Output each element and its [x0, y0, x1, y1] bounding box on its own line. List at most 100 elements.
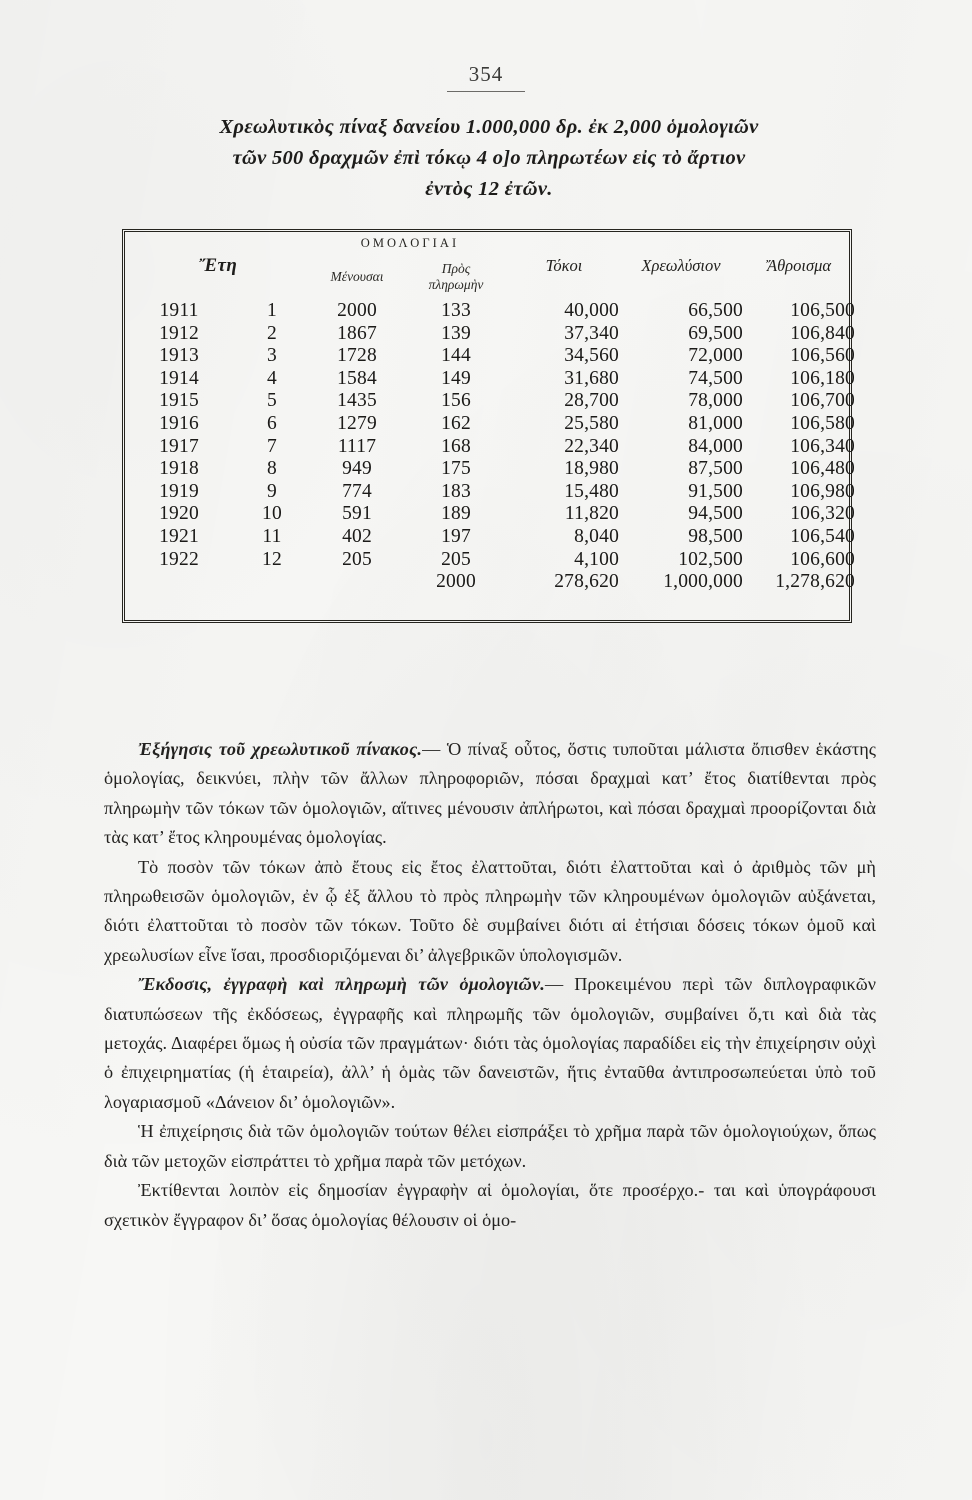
cell-interest: 8,040 — [574, 525, 620, 547]
cell-remaining: 1867 — [337, 322, 377, 344]
cell-year: 1916 — [159, 412, 199, 434]
cell-remaining: 402 — [342, 525, 372, 547]
paragraph-interest-decline: Τὸ ποσὸν τῶν τόκων ἀπὸ ἔτους εἰς ἔτος ἐλ… — [104, 853, 876, 971]
cell-amortization: 78,000 — [688, 390, 744, 412]
cell-remaining: 1584 — [337, 367, 377, 389]
cell-amortization: 102,500 — [678, 548, 744, 570]
table-row: 1919 9 774 183 15,480 91,500 106,980 — [125, 481, 855, 504]
runhead-explanation: Ἐξήγησις τοῦ χρεωλυτικοῦ πίνακος. — [138, 739, 423, 759]
cell-interest: 22,340 — [564, 435, 620, 457]
cell-total: 106,600 — [790, 548, 856, 570]
paragraph-collection-text: Ἡ ἐπιχείρησις διὰ τῶν ὁμολογιῶν τούτων θ… — [104, 1121, 876, 1171]
col-header-remaining: Μένουσαι — [330, 269, 384, 284]
cell-interest: 31,680 — [564, 367, 620, 389]
cell-total: 106,500 — [790, 300, 856, 321]
cell-index: 4 — [267, 367, 277, 389]
folio-rule — [447, 91, 525, 92]
cell-year: 1912 — [159, 322, 199, 344]
cell-amortization: 69,500 — [688, 322, 744, 344]
cell-interest: 11,820 — [564, 503, 620, 525]
cell-index: 8 — [267, 458, 277, 480]
table-row: 1911 1 2000 133 40,000 66,500 106,500 — [125, 300, 855, 323]
cell-index: 5 — [267, 390, 277, 412]
table-row: 1921 11 402 197 8,040 98,500 106,540 — [125, 526, 855, 549]
cell-year: 1917 — [159, 435, 199, 457]
paragraph-issuance-text: Προκειμένου περὶ τῶν διπλογραφικῶν διατυ… — [104, 974, 877, 1112]
cell-to-pay: 133 — [441, 300, 471, 321]
cell-interest: 37,340 — [564, 322, 620, 344]
cell-year: 1918 — [159, 458, 199, 480]
cell-amortization: 81,000 — [688, 412, 744, 434]
cell-index: 9 — [267, 480, 277, 502]
table-totals-row: 2000 278,620 1,000,000 1,278,620 — [125, 571, 855, 594]
cell-to-pay: 175 — [441, 458, 471, 480]
totals-index — [233, 571, 311, 594]
cell-amortization: 91,500 — [688, 480, 744, 502]
totals-interest: 278,620 — [554, 571, 620, 593]
paragraph-interest-decline-text: Τὸ ποσὸν τῶν τόκων ἀπὸ ἔτους εἰς ἔτος ἐλ… — [104, 856, 876, 965]
title-line-1: Χρεωλυτικὸς πίναξ δανείου 1.000,000 δρ. … — [219, 116, 759, 138]
cell-year: 1915 — [159, 390, 199, 412]
cell-total: 106,560 — [790, 345, 856, 367]
table-header-band: Ἔτη ΟΜΟΛΟΓΙΑΙ Τόκοι Χρεωλύσιον Ἄθροισμα — [125, 232, 855, 277]
col-header-total: Ἄθροισμα — [767, 256, 832, 275]
cell-amortization: 66,500 — [688, 300, 744, 321]
cell-total: 106,980 — [790, 480, 856, 502]
cell-to-pay: 162 — [441, 412, 471, 434]
runhead-issuance: Ἔκδοσις, ἐγγραφὴ καὶ πληρωμὴ τῶν ὁμολογι… — [138, 974, 545, 995]
col-header-to-pay-line2: πληρωμὴν — [428, 277, 484, 292]
cell-total: 106,340 — [790, 435, 856, 457]
totals-remaining — [311, 571, 403, 594]
paragraph-explanation: Ἐξήγησις τοῦ χρεωλυτικοῦ πίνακος.— Ὁ πίν… — [104, 735, 876, 853]
tail-cell-year — [125, 594, 233, 620]
table-row: 1917 7 1117 168 22,340 84,000 106,340 — [125, 436, 855, 459]
cell-interest: 15,480 — [564, 480, 620, 502]
cell-year: 1911 — [159, 300, 199, 321]
runhead-dash: — — [422, 739, 447, 759]
col-header-interest: Τόκοι — [545, 256, 583, 275]
cell-to-pay: 144 — [441, 345, 471, 367]
cell-index: 10 — [262, 503, 282, 525]
cell-remaining: 205 — [342, 548, 372, 570]
cell-index: 3 — [267, 345, 277, 367]
col-header-to-pay-line1: Πρὸς — [441, 261, 471, 276]
tail-cell-index — [233, 594, 311, 620]
table-row: 1918 8 949 175 18,980 87,500 106,480 — [125, 458, 855, 481]
cell-index: 1 — [267, 300, 277, 321]
cell-total: 106,180 — [790, 367, 856, 389]
tail-cell-remaining — [311, 594, 403, 620]
col-header-years: Ἔτη — [198, 255, 238, 276]
cell-interest: 18,980 — [564, 458, 620, 480]
title-line-3: ἐντὸς 12 ἐτῶν. — [425, 178, 553, 200]
cell-year: 1914 — [159, 367, 199, 389]
paragraph-subscription: Ἐκτίθενται λοιπὸν εἰς δημοσίαν ἐγγραφὴν … — [104, 1176, 876, 1235]
totals-total: 1,278,620 — [775, 571, 856, 593]
runhead-dash-2: — — [544, 974, 575, 995]
cell-amortization: 98,500 — [688, 525, 744, 547]
cell-index: 12 — [262, 548, 282, 570]
cell-interest: 28,700 — [564, 390, 620, 412]
cell-amortization: 87,500 — [688, 458, 744, 480]
table-subheader-row: Μένουσαι Πρὸς πληρωμὴν — [125, 254, 855, 300]
cell-to-pay: 149 — [441, 367, 471, 389]
cell-to-pay: 156 — [441, 390, 471, 412]
tail-cell-total — [743, 594, 855, 620]
cell-to-pay: 139 — [441, 322, 471, 344]
cell-index: 7 — [267, 435, 277, 457]
paragraph-subscription-text: Ἐκτίθενται λοιπὸν εἰς δημοσίαν ἐγγραφὴν … — [104, 1180, 876, 1230]
cell-total: 106,700 — [790, 390, 856, 412]
body-text: Ἐξήγησις τοῦ χρεωλυτικοῦ πίνακος.— Ὁ πίν… — [104, 735, 876, 1235]
cell-total: 106,580 — [790, 412, 856, 434]
col-header-to-pay: Πρὸς πληρωμὴν — [403, 254, 509, 300]
cell-total: 106,480 — [790, 458, 856, 480]
cell-amortization: 84,000 — [688, 435, 744, 457]
page-title: Χρεωλυτικὸς πίναξ δανείου 1.000,000 δρ. … — [108, 112, 870, 205]
cell-year: 1913 — [159, 345, 199, 367]
tail-cell-interest — [509, 594, 619, 620]
cell-remaining: 591 — [342, 503, 372, 525]
cell-to-pay: 168 — [441, 435, 471, 457]
cell-remaining: 774 — [342, 480, 372, 502]
table-row: 1913 3 1728 144 34,560 72,000 106,560 — [125, 345, 855, 368]
paragraph-explanation-text: Ὁ πίναξ οὗτος, ὅστις τυποῦται μάλιστα ὄπ… — [104, 739, 877, 848]
